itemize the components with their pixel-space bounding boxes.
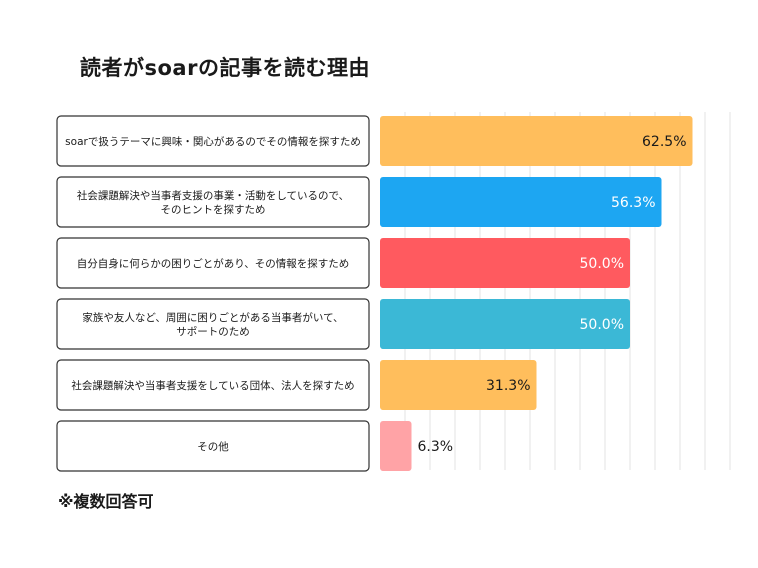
- category-box: [56, 298, 370, 350]
- bar: [380, 238, 630, 288]
- chart-title: 読者がsoarの記事を読む理由: [80, 56, 370, 80]
- category-label: サポートのため: [176, 326, 250, 338]
- data-label: 56.3%: [611, 195, 655, 211]
- category-box: [56, 115, 370, 167]
- category-box: [56, 359, 370, 411]
- bar: [380, 299, 630, 349]
- category-label: そのヒントを探すため: [161, 203, 266, 216]
- footnote: ※複数回答可: [58, 492, 154, 511]
- data-label: 50.0%: [580, 317, 624, 333]
- category-box: [56, 176, 370, 228]
- bar: [380, 360, 537, 410]
- category-box: [56, 420, 370, 472]
- bar: [380, 421, 412, 471]
- bar: [380, 116, 693, 166]
- category-label: 家族や友人など、周囲に困りごとがある当事者がいて、: [82, 311, 343, 324]
- bar: [380, 177, 662, 227]
- category-label: その他: [197, 440, 229, 453]
- category-label: 自分自身に何らかの困りごとがあり、その情報を探すため: [77, 257, 350, 270]
- data-label: 6.3%: [418, 439, 454, 455]
- category-label: 社会課題解決や当事者支援の事業・活動をしているので、: [77, 189, 349, 202]
- data-label: 31.3%: [486, 378, 530, 394]
- data-label: 62.5%: [642, 134, 686, 150]
- category-label: 社会課題解決や当事者支援をしている団体、法人を探すため: [71, 379, 354, 392]
- category-label: soarで扱うテーマに興味・関心があるのでその情報を探すため: [65, 135, 361, 148]
- category-box: [56, 237, 370, 289]
- data-label: 50.0%: [580, 256, 624, 272]
